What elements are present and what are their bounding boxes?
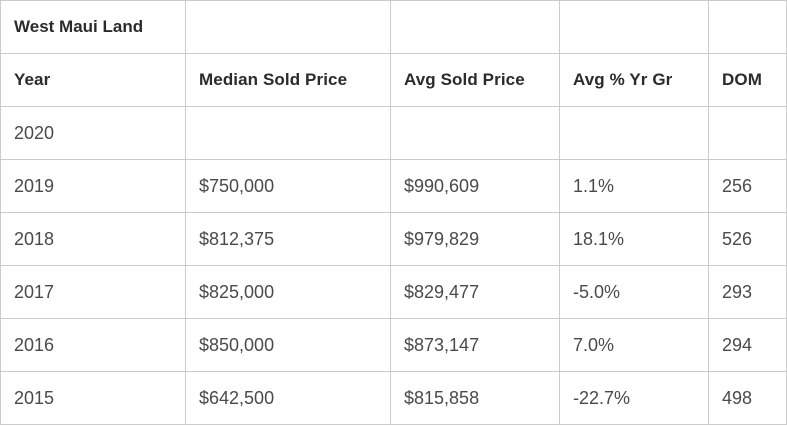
col-header-avg-pct-yr-gr: Avg % Yr Gr [559, 53, 709, 107]
avg-sold-price-cell: $873,147 [390, 318, 560, 372]
year-cell: 2015 [0, 371, 186, 425]
median-sold-price-cell [185, 106, 391, 160]
avg-pct-yr-gr-cell: 7.0% [559, 318, 709, 372]
table-row: 2020 [0, 106, 787, 160]
dom-cell: 498 [708, 371, 787, 425]
table-row: 2019 $750,000 $990,609 1.1% 256 [0, 159, 787, 213]
year-cell: 2019 [0, 159, 186, 213]
avg-pct-yr-gr-cell: 18.1% [559, 212, 709, 266]
year-cell: 2020 [0, 106, 186, 160]
median-sold-price-cell: $850,000 [185, 318, 391, 372]
empty-cell [185, 0, 391, 54]
avg-sold-price-cell [390, 106, 560, 160]
table-title-row: West Maui Land [0, 0, 787, 54]
empty-cell [708, 0, 787, 54]
dom-cell: 526 [708, 212, 787, 266]
avg-pct-yr-gr-cell: -22.7% [559, 371, 709, 425]
year-cell: 2016 [0, 318, 186, 372]
avg-sold-price-cell: $815,858 [390, 371, 560, 425]
median-sold-price-cell: $812,375 [185, 212, 391, 266]
table-row: 2018 $812,375 $979,829 18.1% 526 [0, 212, 787, 266]
empty-cell [559, 0, 709, 54]
avg-pct-yr-gr-cell [559, 106, 709, 160]
median-sold-price-cell: $642,500 [185, 371, 391, 425]
avg-pct-yr-gr-cell: -5.0% [559, 265, 709, 319]
median-sold-price-cell: $825,000 [185, 265, 391, 319]
empty-cell [390, 0, 560, 54]
median-sold-price-cell: $750,000 [185, 159, 391, 213]
col-header-avg-sold-price: Avg Sold Price [390, 53, 560, 107]
table-row: 2015 $642,500 $815,858 -22.7% 498 [0, 371, 787, 425]
avg-sold-price-cell: $829,477 [390, 265, 560, 319]
table-title: West Maui Land [0, 0, 186, 54]
table-row: 2016 $850,000 $873,147 7.0% 294 [0, 318, 787, 372]
dom-cell [708, 106, 787, 160]
dom-cell: 293 [708, 265, 787, 319]
dom-cell: 294 [708, 318, 787, 372]
col-header-year: Year [0, 53, 186, 107]
avg-sold-price-cell: $979,829 [390, 212, 560, 266]
table-header-row: Year Median Sold Price Avg Sold Price Av… [0, 53, 787, 107]
col-header-dom: DOM [708, 53, 787, 107]
col-header-median-sold-price: Median Sold Price [185, 53, 391, 107]
year-cell: 2018 [0, 212, 186, 266]
avg-pct-yr-gr-cell: 1.1% [559, 159, 709, 213]
year-cell: 2017 [0, 265, 186, 319]
table-row: 2017 $825,000 $829,477 -5.0% 293 [0, 265, 787, 319]
avg-sold-price-cell: $990,609 [390, 159, 560, 213]
dom-cell: 256 [708, 159, 787, 213]
